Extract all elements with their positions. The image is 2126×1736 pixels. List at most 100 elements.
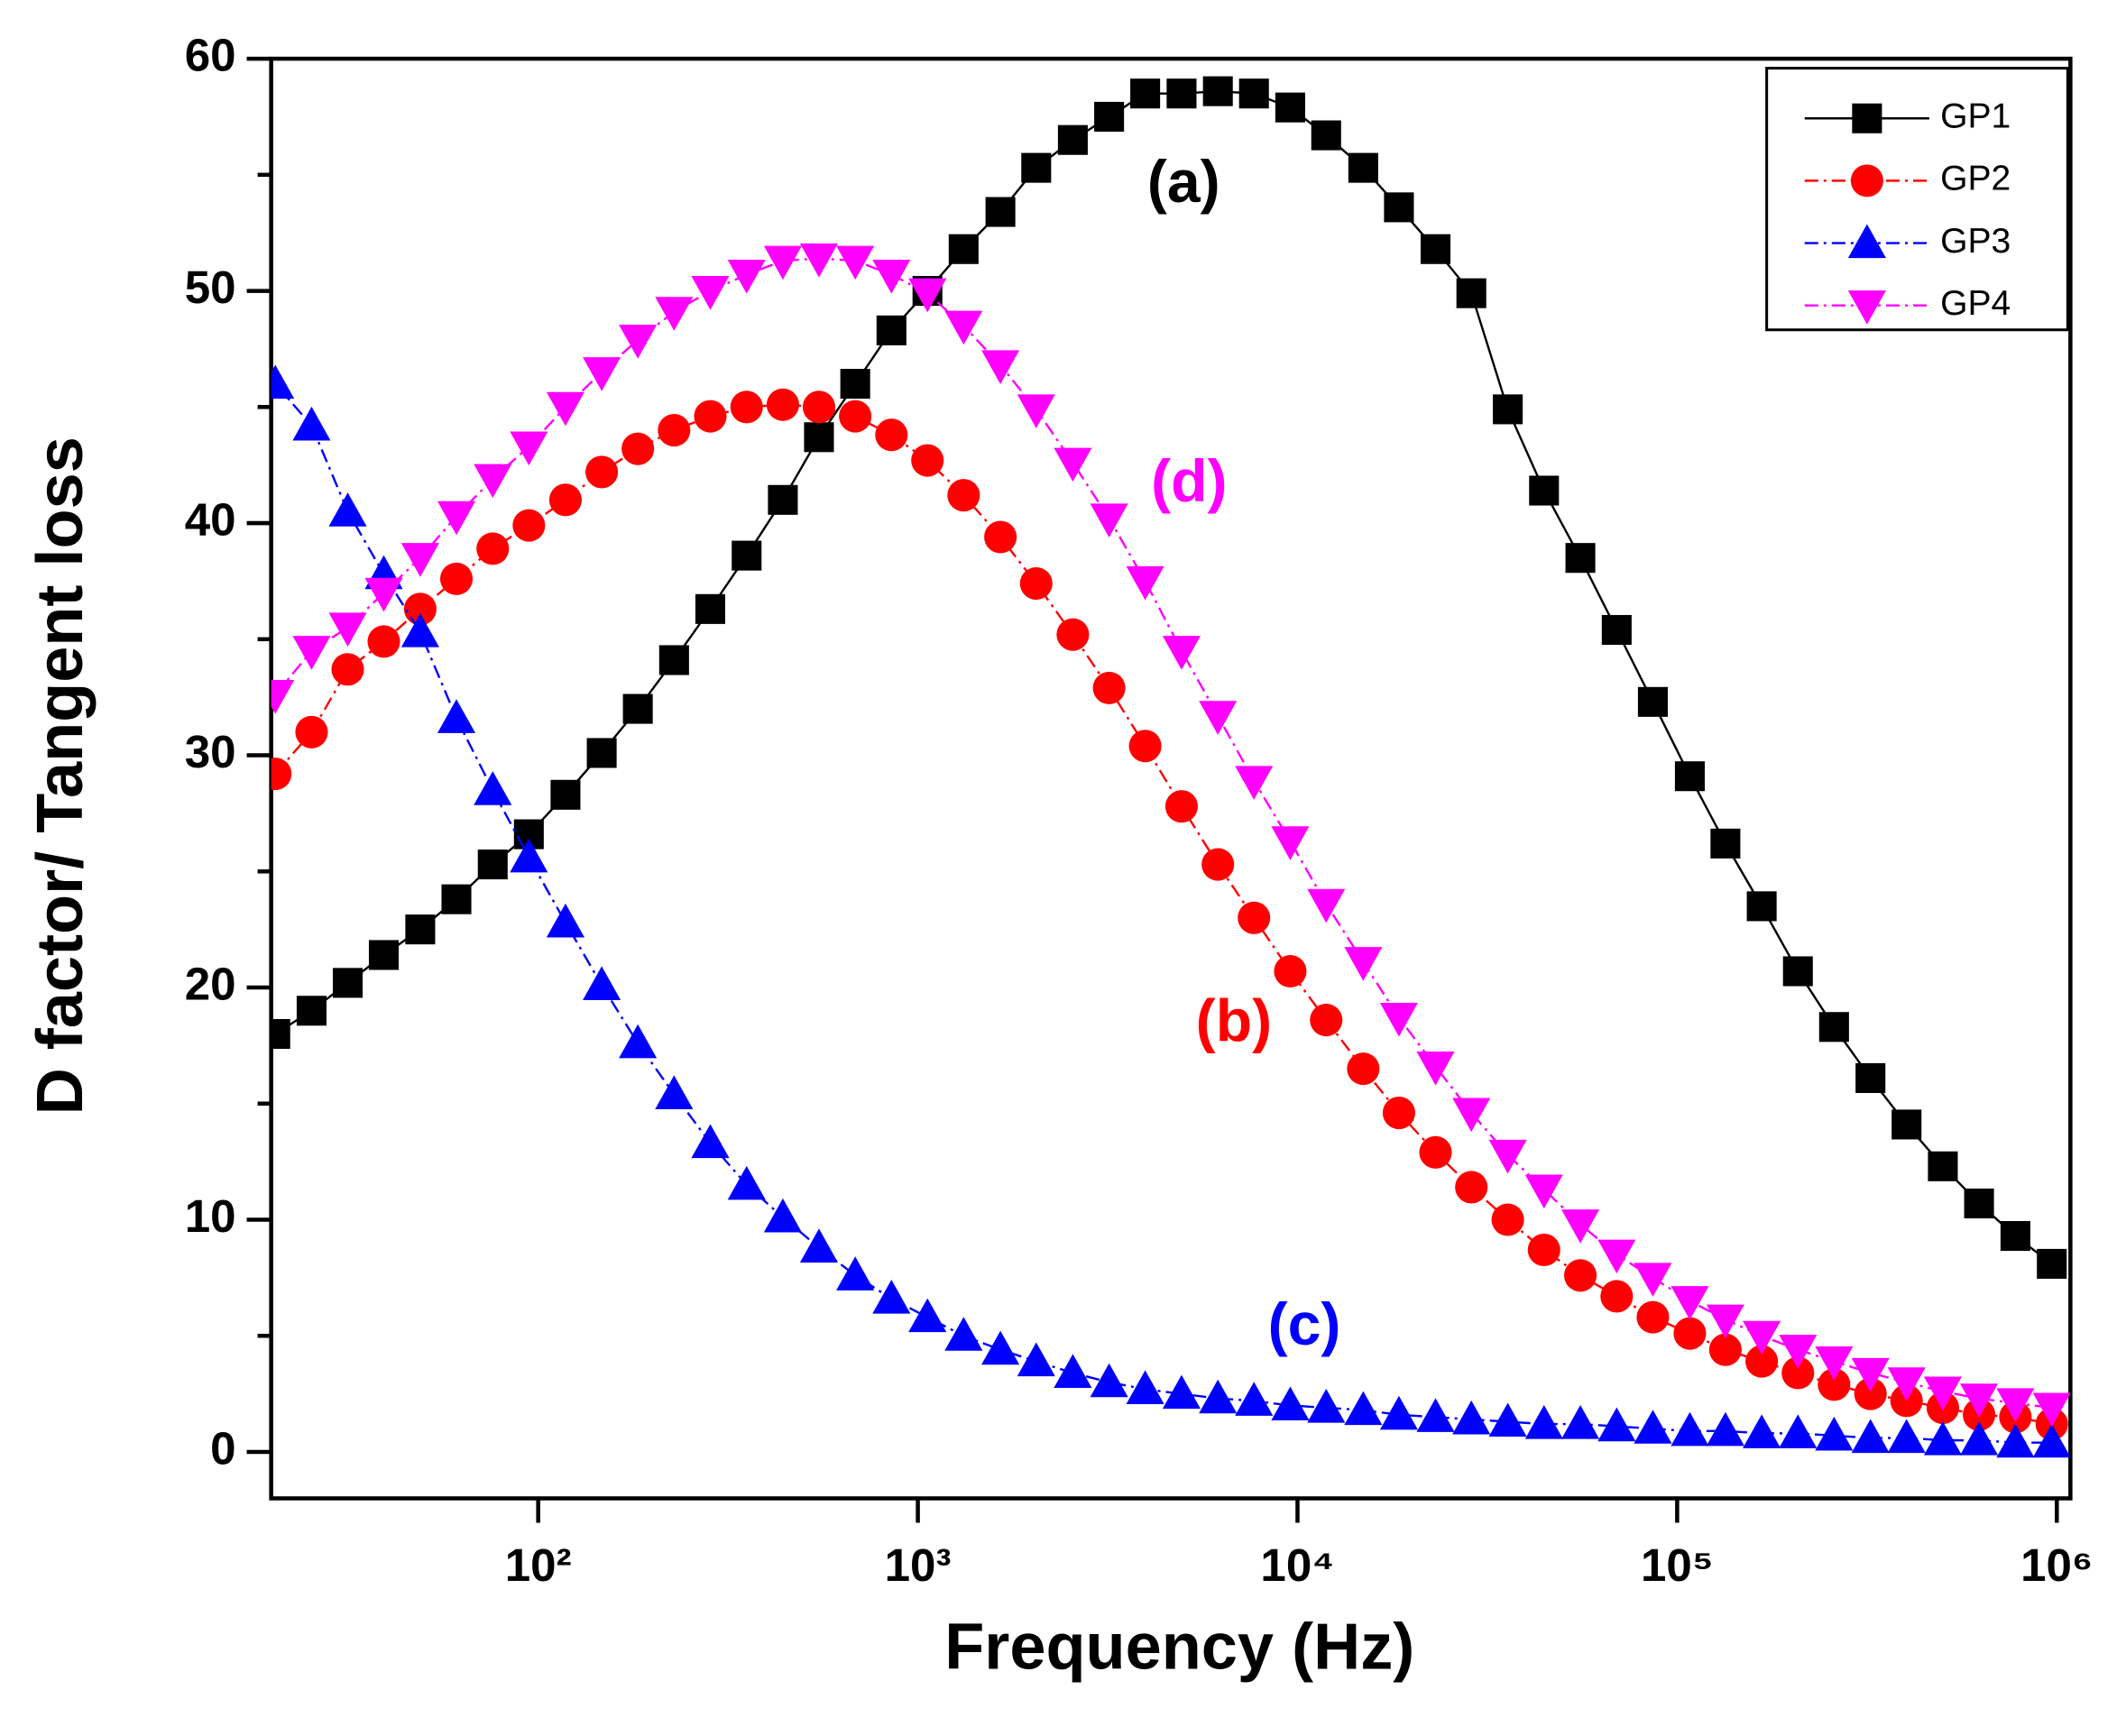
marker — [1815, 1416, 1854, 1451]
marker — [1923, 1376, 1962, 1411]
marker — [799, 243, 839, 278]
marker — [691, 276, 730, 310]
marker — [328, 492, 367, 527]
marker — [1781, 1356, 1815, 1390]
marker — [1235, 1382, 1274, 1416]
marker — [367, 625, 400, 658]
marker — [1202, 76, 1233, 106]
marker — [839, 400, 872, 433]
marker — [474, 464, 512, 499]
marker — [400, 543, 439, 577]
marker — [1782, 956, 1813, 987]
annotation: (d) — [1151, 448, 1227, 515]
marker — [1416, 1052, 1455, 1086]
x-tick-label: 10⁶ — [2020, 1539, 2093, 1591]
legend-label: GP4 — [1940, 284, 2011, 323]
marker — [400, 613, 439, 648]
x-tick-label: 10⁴ — [1260, 1539, 1334, 1591]
marker — [621, 432, 655, 465]
marker — [985, 197, 1016, 227]
marker — [981, 1330, 1020, 1365]
marker — [1928, 1151, 1958, 1181]
x-tick-label: 10⁵ — [1641, 1539, 1714, 1591]
marker — [1850, 164, 1883, 197]
y-tick-label: 40 — [185, 494, 236, 546]
marker — [836, 1256, 875, 1291]
y-tick-label: 0 — [210, 1422, 235, 1474]
marker — [1199, 1379, 1238, 1414]
marker — [546, 903, 584, 938]
marker — [766, 388, 799, 421]
marker — [658, 645, 689, 675]
marker — [1271, 826, 1310, 860]
marker — [1634, 1410, 1672, 1444]
legend-label: GP3 — [1940, 222, 2011, 261]
marker — [1674, 761, 1705, 792]
marker — [1670, 1286, 1709, 1320]
marker — [799, 1228, 839, 1263]
marker — [1162, 636, 1201, 670]
y-tick-label: 30 — [185, 726, 236, 777]
marker — [1162, 1374, 1201, 1410]
marker — [944, 310, 983, 345]
marker — [1600, 1280, 1634, 1313]
marker — [510, 838, 548, 873]
marker — [1379, 1002, 1418, 1037]
marker — [364, 577, 403, 612]
marker — [763, 1198, 802, 1233]
marker — [437, 501, 476, 536]
series-line — [274, 382, 2052, 1444]
marker — [1348, 152, 1378, 183]
annotation: (b) — [1196, 987, 1272, 1054]
marker — [1452, 1098, 1491, 1133]
marker — [1201, 848, 1235, 881]
marker — [510, 431, 548, 466]
marker — [1094, 101, 1125, 133]
marker — [876, 315, 907, 345]
marker — [1855, 1062, 1886, 1093]
marker — [1275, 92, 1305, 123]
marker — [583, 357, 621, 391]
marker — [1493, 394, 1523, 425]
marker — [1455, 1171, 1488, 1204]
marker — [1891, 1109, 1922, 1140]
legend-label: GP2 — [1940, 160, 2011, 198]
marker — [292, 406, 331, 441]
series-line — [274, 403, 2052, 1426]
marker — [332, 968, 364, 998]
marker — [2000, 1220, 2030, 1252]
marker — [512, 509, 546, 542]
marker — [1164, 790, 1198, 823]
marker — [1564, 1259, 1597, 1292]
marker — [1420, 234, 1451, 264]
marker — [944, 1317, 983, 1351]
marker — [1706, 1411, 1744, 1447]
marker — [1597, 1239, 1636, 1274]
marker — [727, 1165, 766, 1200]
marker — [1524, 1405, 1563, 1439]
marker — [1021, 152, 1052, 183]
marker — [872, 1280, 911, 1314]
marker — [872, 260, 911, 294]
plot-area — [271, 76, 2071, 1458]
marker — [1818, 1368, 1851, 1401]
marker — [1887, 1419, 1926, 1454]
marker — [619, 1024, 658, 1059]
marker — [1996, 1388, 2035, 1422]
marker — [948, 234, 979, 264]
marker — [1636, 1300, 1670, 1334]
marker — [1887, 1367, 1926, 1401]
marker — [1344, 1391, 1383, 1426]
marker — [474, 771, 512, 805]
marker — [1382, 1097, 1415, 1130]
marker — [1307, 888, 1346, 923]
x-tick-label: 10³ — [885, 1539, 952, 1591]
legend-box — [1765, 67, 2069, 332]
marker — [2037, 1248, 2067, 1279]
y-axis-title: D factor/ Tangent loss — [24, 436, 97, 1115]
marker — [804, 422, 834, 453]
marker — [1745, 1345, 1779, 1378]
marker — [1852, 103, 1882, 133]
marker — [1344, 947, 1383, 981]
